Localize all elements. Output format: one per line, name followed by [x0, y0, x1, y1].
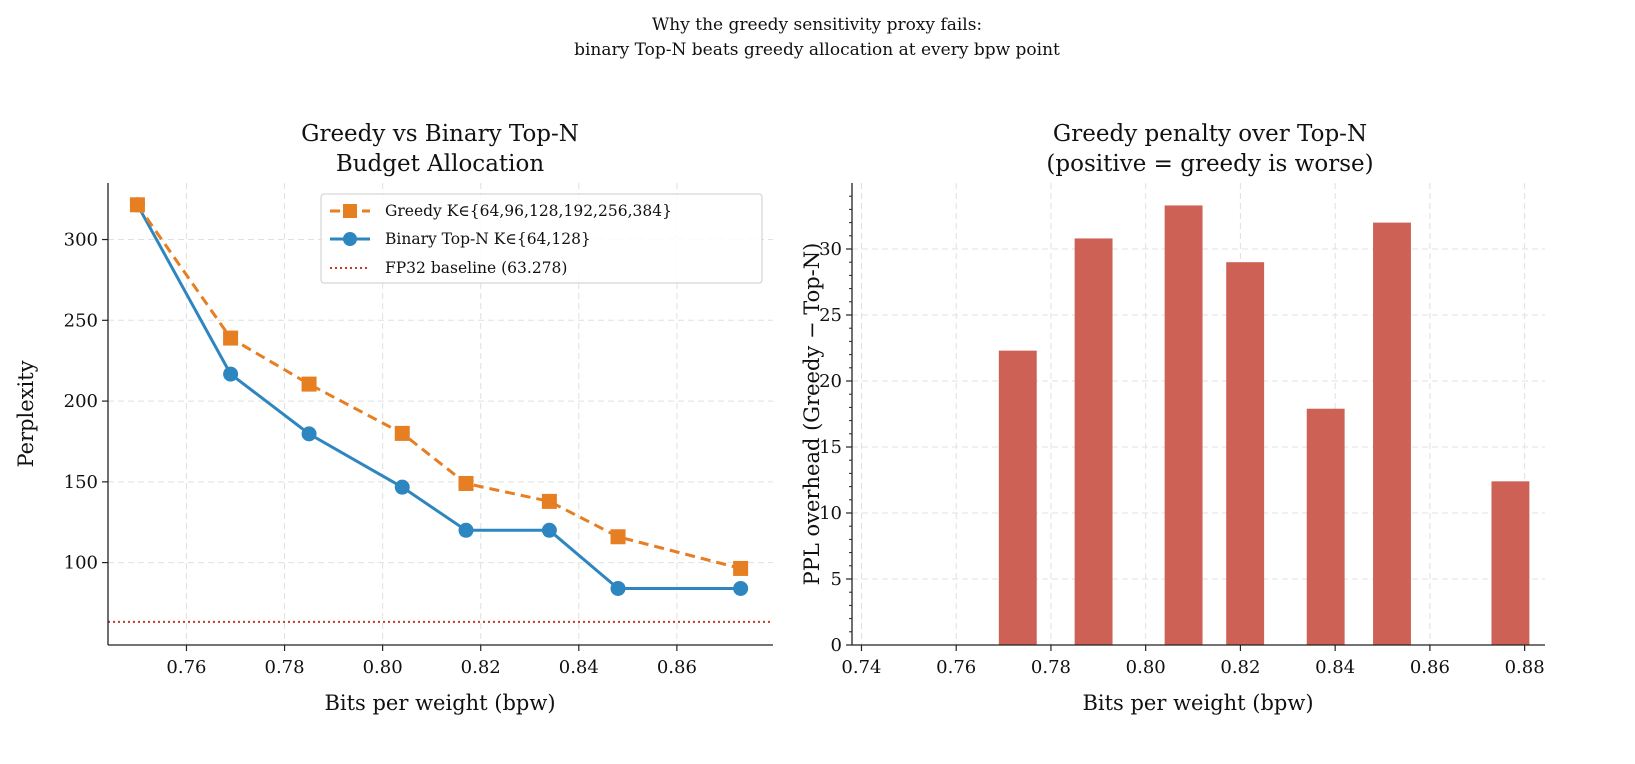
right-chart-ytick-label: 20 — [819, 371, 842, 392]
binary-point — [394, 479, 410, 495]
penalty-bar — [1306, 408, 1345, 645]
left-chart-xtick-label: 0.80 — [363, 657, 403, 678]
legend-greedy-marker — [343, 204, 357, 218]
left-chart-legend: Greedy K∈{64,96,128,192,256,384} Binary T… — [320, 193, 763, 284]
right-chart-ytick-label: 10 — [819, 503, 842, 524]
greedy-point — [223, 330, 239, 346]
greedy-point — [301, 376, 317, 392]
legend-binary-marker — [343, 232, 357, 246]
left-chart-ylabel: Perplexity — [14, 360, 38, 467]
binary-point — [610, 580, 626, 596]
right-chart-ytick-label: 30 — [819, 239, 842, 260]
greedy-point — [610, 529, 626, 545]
right-chart-ytick-label: 25 — [819, 305, 842, 326]
left-chart-ytick-label: 300 — [64, 230, 98, 251]
right-chart-xtick-label: 0.88 — [1505, 657, 1545, 678]
left-chart-ytick-label: 200 — [64, 391, 98, 412]
right-chart-ytick-label: 5 — [831, 569, 842, 590]
left-chart-xtick-label: 0.76 — [166, 657, 206, 678]
legend-baseline-label: FP32 baseline (63.278) — [385, 259, 567, 277]
greedy-point — [394, 425, 410, 441]
greedy-point — [541, 493, 557, 509]
penalty-bar — [1074, 238, 1113, 645]
right-chart-xtick-label: 0.86 — [1410, 657, 1450, 678]
left-chart-xtick-label: 0.78 — [265, 657, 305, 678]
binary-point — [301, 426, 317, 442]
right-chart-ytick-label: 15 — [819, 437, 842, 458]
left-chart-ytick-label: 150 — [64, 472, 98, 493]
legend-frame — [320, 193, 763, 284]
left-chart-xtick-label: 0.82 — [461, 657, 501, 678]
binary-series-line — [136, 204, 741, 590]
greedy-point — [129, 197, 145, 213]
right-chart-xtick-label: 0.84 — [1315, 657, 1355, 678]
left-chart-xtick-label: 0.86 — [657, 657, 697, 678]
penalty-bar — [1226, 262, 1265, 645]
greedy-point — [458, 475, 474, 491]
right-chart-xlabel: Bits per weight (bpw) — [1082, 691, 1313, 715]
left-chart-xtick-label: 0.84 — [559, 657, 599, 678]
left-chart-title-line-1: Greedy vs Binary Top-N — [301, 121, 579, 147]
right-chart-xtick-label: 0.82 — [1220, 657, 1260, 678]
right-chart-xtick-label: 0.78 — [1031, 657, 1071, 678]
figure-suptitle-line-2: binary Top-N beats greedy allocation at … — [574, 40, 1060, 60]
right-chart-xtick-label: 0.76 — [936, 657, 976, 678]
greedy-point — [733, 560, 749, 576]
left-chart-line: Greedy vs Binary Top-N Budget Allocation… — [14, 121, 773, 715]
penalty-bar — [1491, 481, 1530, 645]
left-chart-xlabel: Bits per weight (bpw) — [324, 691, 555, 715]
right-chart-title-line-2: (positive = greedy is worse) — [1046, 151, 1373, 177]
penalty-bar — [998, 350, 1037, 645]
right-chart-xtick-label: 0.80 — [1126, 657, 1166, 678]
right-chart-ytick-label: 0 — [831, 635, 842, 656]
binary-point — [733, 580, 749, 596]
left-chart-title-line-2: Budget Allocation — [336, 151, 545, 177]
figure-suptitle-line-1: Why the greedy sensitivity proxy fails: — [652, 15, 982, 35]
binary-point — [458, 522, 474, 538]
legend-binary-label: Binary Top-N K∈{64,128} — [385, 230, 591, 248]
right-chart-ylabel: PPL overhead (Greedy − Top-N) — [800, 243, 824, 586]
left-chart-ytick-label: 100 — [64, 553, 98, 574]
right-chart-title-line-1: Greedy penalty over Top-N — [1053, 121, 1367, 147]
legend-greedy-label: Greedy K∈{64,96,128,192,256,384} — [385, 202, 672, 220]
binary-point — [223, 366, 239, 382]
greedy-series-line — [136, 203, 742, 570]
right-chart-bar: Greedy penalty over Top-N (positive = gr… — [800, 121, 1545, 715]
penalty-bar — [1373, 222, 1411, 645]
left-chart-ytick-label: 250 — [64, 310, 98, 331]
penalty-bar — [1164, 205, 1203, 645]
binary-point — [541, 522, 557, 538]
right-chart-xtick-label: 0.74 — [841, 657, 881, 678]
